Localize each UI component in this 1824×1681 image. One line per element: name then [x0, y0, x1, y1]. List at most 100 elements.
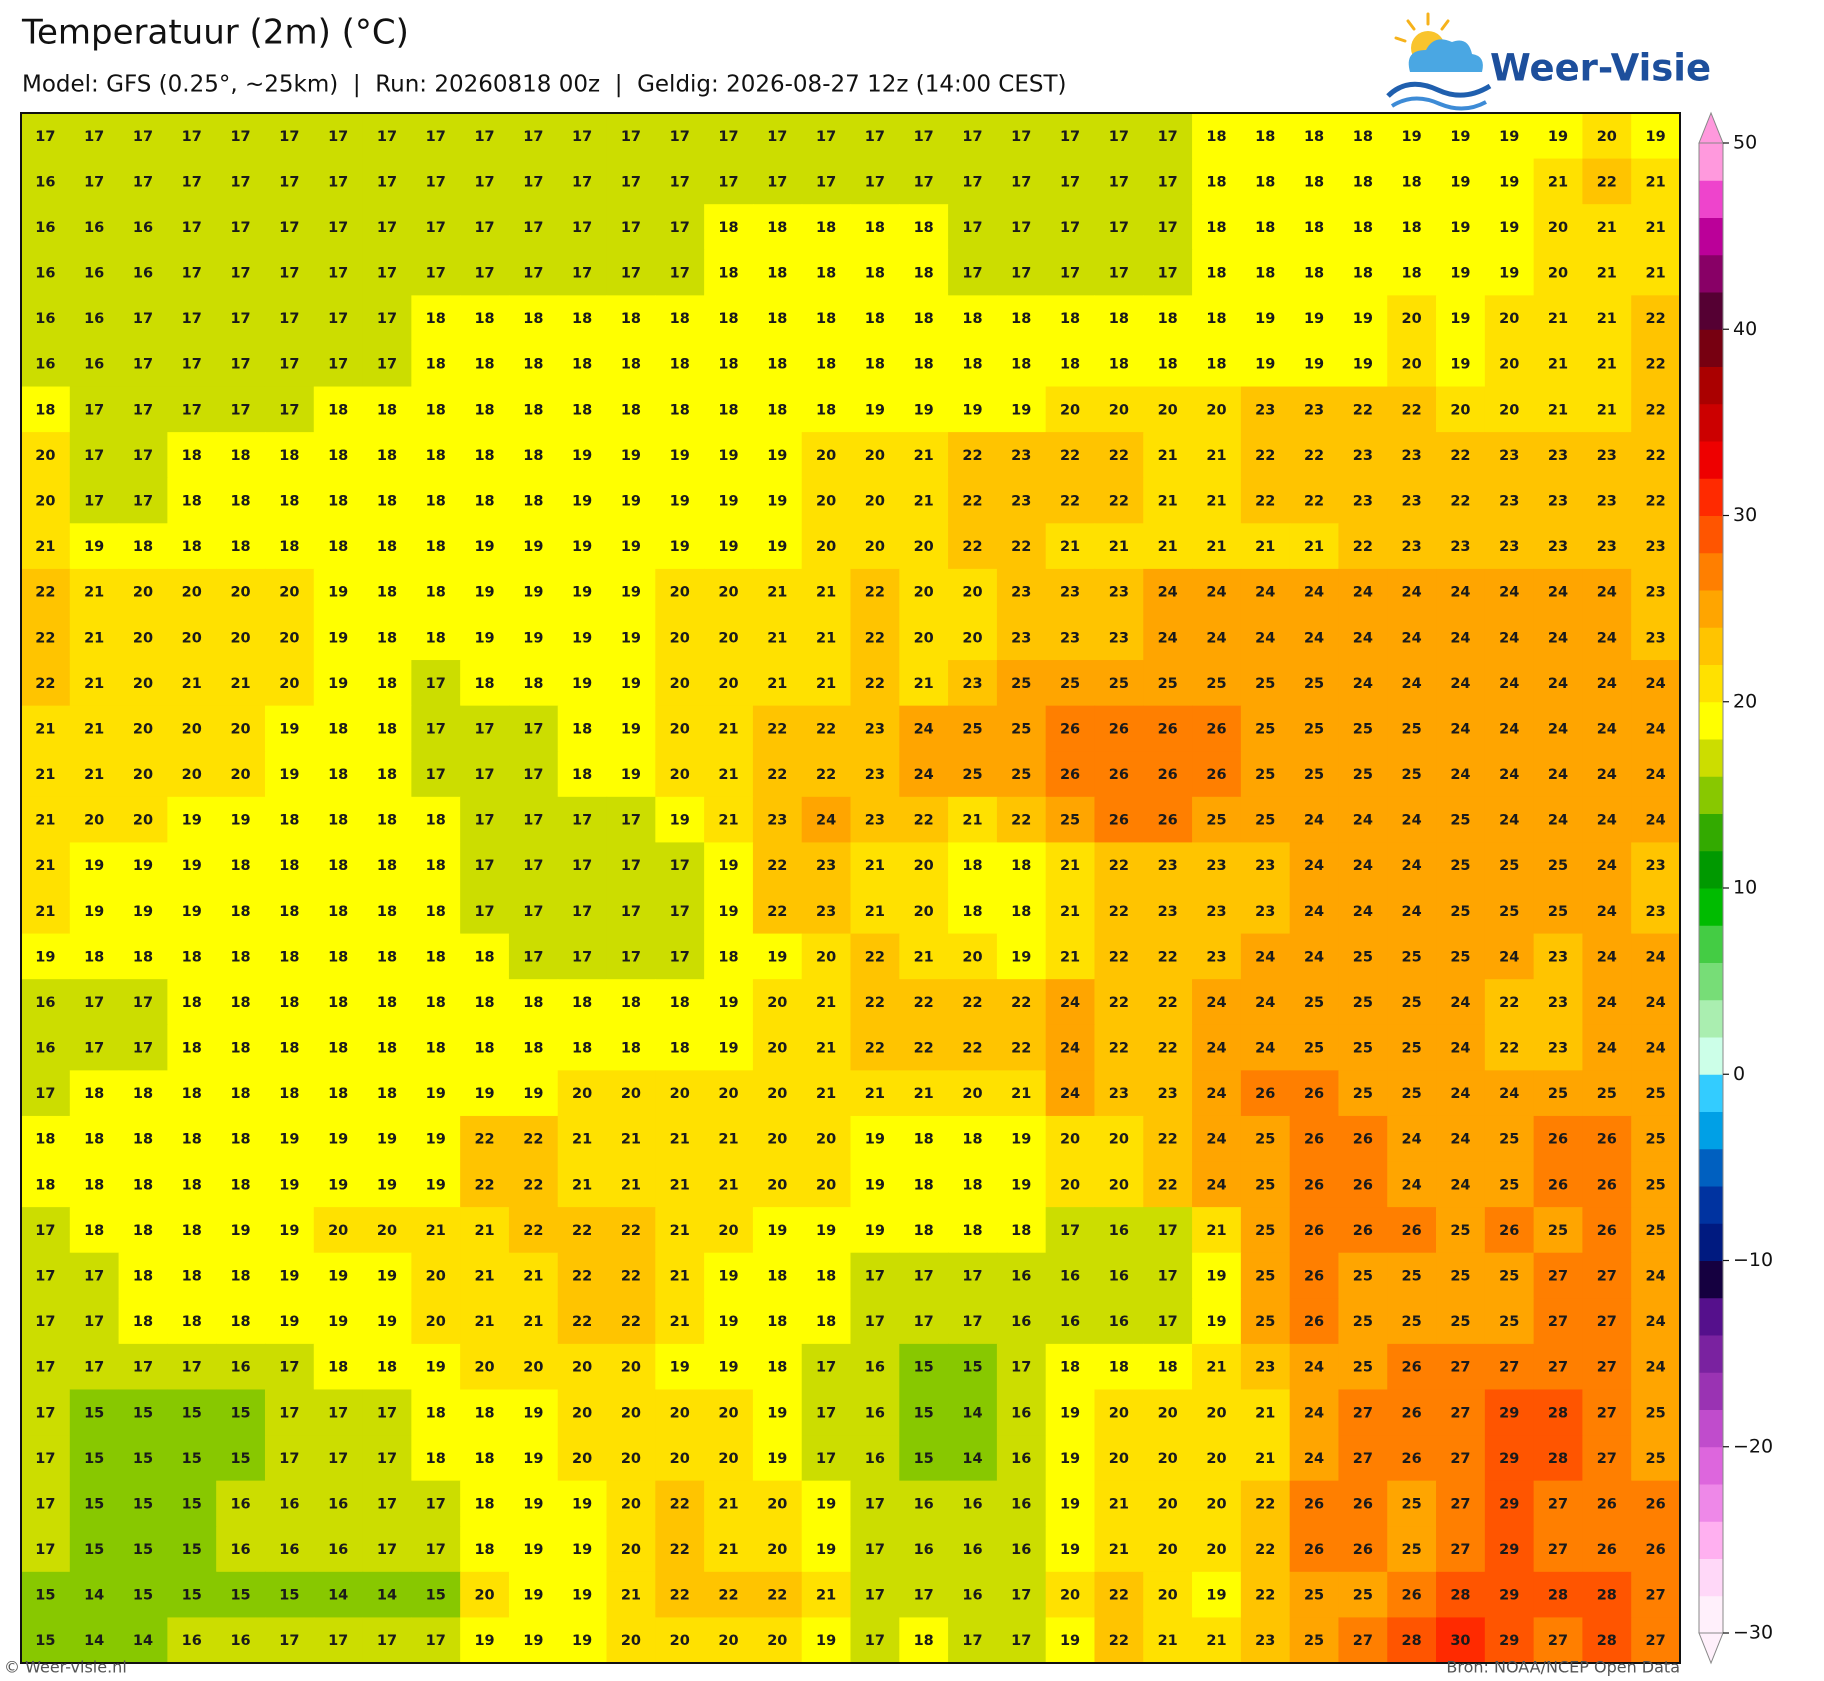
temperature-cell — [1484, 842, 1535, 889]
temperature-label: 22 — [767, 721, 787, 737]
temperature-label: 19 — [1499, 220, 1519, 236]
temperature-label: 24 — [1206, 630, 1226, 646]
temperature-label: 17 — [84, 1041, 104, 1057]
temperature-label: 19 — [670, 1360, 690, 1376]
temperature-label: 27 — [1450, 1360, 1470, 1376]
temperature-cell — [752, 249, 803, 296]
temperature-label: 17 — [182, 129, 202, 145]
temperature-label: 30 — [1450, 1633, 1470, 1649]
temperature-cell — [1289, 386, 1340, 433]
temperature-label: 22 — [962, 995, 982, 1011]
temperature-label: 25 — [962, 767, 982, 783]
temperature-label: 16 — [279, 1542, 299, 1558]
temperature-label: 16 — [962, 1542, 982, 1558]
temperature-label: 15 — [182, 1405, 202, 1421]
temperature-cell — [1387, 295, 1437, 342]
temperature-label: 20 — [718, 630, 738, 646]
temperature-label: 23 — [1402, 539, 1422, 555]
temperature-cell — [216, 340, 266, 388]
temperature-label: 26 — [1304, 1132, 1324, 1148]
temperature-label: 17 — [182, 266, 202, 282]
temperature-cell — [411, 842, 461, 889]
temperature-cell — [1387, 386, 1437, 433]
temperature-cell — [460, 705, 510, 752]
temperature-label: 19 — [718, 858, 738, 874]
temperature-label: 29 — [1499, 1405, 1519, 1421]
temperature-cell — [655, 340, 705, 388]
temperature-cell — [801, 1161, 852, 1208]
temperature-label: 20 — [1060, 1177, 1080, 1193]
temperature-cell — [801, 1526, 852, 1573]
temperature-cell — [1094, 523, 1144, 570]
temperature-cell — [411, 295, 461, 342]
temperature-label: 19 — [377, 1269, 397, 1285]
temperature-label: 18 — [1060, 357, 1080, 373]
temperature-cell — [362, 523, 412, 570]
temperature-label: 19 — [328, 676, 348, 692]
temperature-label: 22 — [914, 995, 934, 1011]
temperature-label: 18 — [230, 949, 250, 965]
temperature-label: 28 — [1597, 1588, 1617, 1604]
temperature-label: 19 — [1353, 311, 1373, 327]
temperature-label: 20 — [670, 1633, 690, 1649]
temperature-label: 17 — [279, 1405, 299, 1421]
temperature-cell — [557, 568, 608, 616]
temperature-label: 21 — [1548, 357, 1568, 373]
temperature-cell — [21, 477, 71, 524]
temperature-cell — [752, 1161, 803, 1208]
temperature-cell — [1582, 1115, 1632, 1163]
temperature-cell — [1094, 1161, 1144, 1208]
temperature-cell — [411, 1435, 461, 1482]
temperature-cell — [118, 158, 168, 205]
temperature-label: 17 — [84, 402, 104, 418]
map: 17 17 17 17 17 17 17 17 17 17 17 17 17 17 17 17 17 17 17 17… — [21, 113, 1681, 1664]
temperature-label: 18 — [962, 1177, 982, 1193]
temperature-label: 24 — [1646, 1314, 1666, 1330]
temperature-label: 19 — [1499, 129, 1519, 145]
temperature-label: 15 — [230, 1405, 250, 1421]
temperature-label: 23 — [1255, 904, 1275, 920]
temperature-cell — [1094, 842, 1144, 889]
temperature-cell — [1631, 933, 1681, 980]
temperature-label: 25 — [1450, 1223, 1470, 1239]
temperature-label: 20 — [1060, 402, 1080, 418]
temperature-cell — [606, 477, 656, 524]
temperature-label: 19 — [572, 1588, 592, 1604]
temperature-label: 24 — [1353, 676, 1373, 692]
temperature-cell — [1045, 477, 1096, 524]
temperature-cell — [557, 1343, 608, 1391]
temperature-cell — [411, 523, 461, 570]
temperature-cell — [1387, 1435, 1437, 1482]
temperature-cell — [948, 295, 998, 342]
temperature-cell — [606, 249, 656, 296]
temperature-cell — [1533, 1343, 1584, 1391]
temperature-label: 18 — [914, 1633, 934, 1649]
temperature-label: 23 — [1255, 1633, 1275, 1649]
temperature-cell — [264, 1252, 315, 1299]
temperature-label: 20 — [84, 813, 104, 829]
temperature-label: 24 — [1304, 813, 1324, 829]
temperature-cell — [899, 204, 949, 251]
temperature-cell — [557, 751, 608, 798]
temperature-label: 24 — [1597, 1041, 1617, 1057]
footer-right: Bron: NOAA/NCEP Open Data — [1446, 1658, 1680, 1677]
temperature-label: 17 — [35, 1223, 55, 1239]
temperature-label: 22 — [621, 1223, 641, 1239]
temperature-cell — [1094, 933, 1144, 980]
temperature-cell — [362, 933, 412, 980]
temperature-label: 20 — [718, 585, 738, 601]
temperature-cell — [1289, 158, 1340, 205]
temperature-label: 27 — [1597, 1314, 1617, 1330]
temperature-label: 24 — [1597, 995, 1617, 1011]
temperature-label: 17 — [230, 220, 250, 236]
temperature-cell — [752, 1480, 803, 1527]
temperature-label: 18 — [377, 767, 397, 783]
temperature-cell — [1484, 1207, 1535, 1254]
temperature-cell — [1240, 568, 1291, 616]
temperature-label: 20 — [621, 1405, 641, 1421]
temperature-label: 24 — [1450, 767, 1470, 783]
temperature-cell — [1436, 340, 1486, 388]
temperature-label: 19 — [133, 858, 153, 874]
temperature-cell — [1143, 1571, 1193, 1619]
